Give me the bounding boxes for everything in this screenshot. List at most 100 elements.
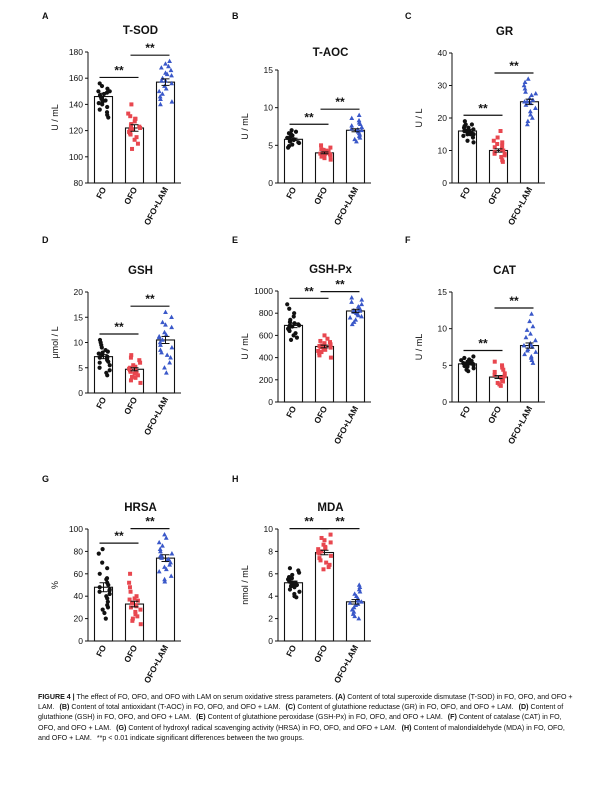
- data-point: [328, 553, 333, 558]
- data-point: [169, 72, 174, 78]
- significance-label: **: [145, 41, 155, 55]
- data-point: [500, 143, 505, 148]
- y-tick-label: 0: [442, 178, 447, 188]
- chart-panel-h: H MDA 0 2 4 6 8 10 nmol / mL FO OFO OFO+LAM ** **: [232, 474, 371, 685]
- caption-footnote: **p < 0.01 indicate significant differen…: [96, 733, 304, 742]
- x-tick-label: OFO+LAM: [332, 404, 360, 446]
- data-point: [156, 88, 162, 94]
- data-point: [105, 599, 110, 604]
- data-point: [525, 76, 531, 81]
- data-point: [156, 568, 162, 574]
- data-point: [97, 107, 102, 112]
- data-point: [292, 585, 297, 590]
- caption-item-e-letter: (E): [196, 713, 206, 722]
- data-point: [126, 111, 131, 116]
- data-point: [105, 349, 110, 354]
- data-point: [286, 131, 292, 136]
- data-point: [357, 121, 363, 127]
- significance-label: **: [478, 101, 488, 115]
- data-point: [128, 355, 133, 360]
- data-point: [522, 351, 527, 357]
- significance-label: **: [145, 515, 155, 529]
- data-point: [316, 550, 321, 555]
- y-tick-label: 100: [69, 524, 83, 534]
- y-axis-label: U / L: [414, 108, 424, 127]
- data-point: [500, 140, 505, 145]
- y-tick-label: 20: [74, 287, 84, 297]
- data-point: [528, 112, 533, 117]
- data-point: [138, 360, 143, 365]
- y-tick-label: 2: [268, 614, 273, 624]
- data-point: [297, 589, 302, 594]
- y-tick-label: 30: [438, 81, 448, 91]
- data-point: [328, 145, 333, 150]
- data-point: [102, 610, 107, 616]
- y-tick-label: 15: [264, 65, 274, 75]
- data-point: [157, 339, 163, 345]
- chart-title: GSH-Px: [309, 264, 352, 276]
- data-point: [522, 99, 527, 104]
- data-point: [359, 127, 365, 133]
- panel-letter: H: [232, 474, 239, 484]
- data-point: [138, 125, 143, 130]
- data-point: [130, 600, 135, 605]
- y-axis-label: U / mL: [240, 113, 250, 140]
- data-point: [163, 61, 168, 66]
- data-point: [501, 367, 506, 372]
- data-point: [522, 86, 528, 91]
- data-point: [492, 359, 497, 364]
- y-tick-label: 80: [74, 546, 84, 556]
- data-point: [466, 369, 471, 374]
- data-point: [465, 138, 470, 143]
- data-point: [529, 92, 534, 98]
- chart-title: GSH: [128, 265, 153, 277]
- data-point: [100, 560, 105, 565]
- chart-panel-b: B T-AOC 0 5 10 15 U / mL FO OFO OFO+LAM ** **: [232, 11, 371, 227]
- y-tick-label: 100: [69, 152, 83, 162]
- data-point: [158, 96, 163, 101]
- panel-letter: C: [405, 11, 412, 21]
- data-point: [130, 618, 135, 623]
- significance-label: **: [145, 292, 155, 306]
- data-point: [133, 364, 138, 369]
- data-point: [162, 564, 167, 569]
- caption-item-b-letter: (B): [59, 703, 70, 712]
- data-point: [128, 132, 133, 137]
- data-point: [159, 78, 164, 83]
- y-tick-label: 40: [74, 591, 84, 601]
- data-point: [97, 81, 102, 86]
- data-point: [168, 67, 174, 73]
- x-tick-label: OFO: [486, 404, 504, 425]
- x-tick-label: OFO+LAM: [332, 185, 360, 227]
- data-point: [105, 566, 110, 571]
- data-point: [323, 546, 328, 551]
- data-point: [134, 135, 139, 140]
- chart-title: MDA: [317, 502, 343, 514]
- data-point: [359, 124, 365, 130]
- data-point: [524, 327, 530, 332]
- data-point: [166, 63, 171, 69]
- data-point: [287, 566, 293, 571]
- data-point: [529, 311, 534, 316]
- y-tick-label: 10: [438, 324, 448, 334]
- data-point: [492, 151, 497, 156]
- y-tick-label: 80: [74, 178, 84, 188]
- data-point: [164, 352, 170, 357]
- data-point: [533, 91, 539, 96]
- y-axis-label: U / mL: [50, 104, 60, 131]
- data-point: [289, 576, 294, 581]
- data-point: [156, 539, 162, 545]
- data-point: [356, 112, 362, 117]
- data-point: [168, 573, 174, 578]
- data-point: [500, 159, 505, 164]
- data-point: [135, 614, 140, 619]
- chart-title: CAT: [493, 265, 516, 277]
- data-point: [349, 123, 355, 128]
- y-tick-label: 10: [438, 146, 448, 156]
- data-point: [462, 355, 467, 361]
- data-point: [96, 551, 101, 556]
- data-point: [492, 145, 497, 150]
- data-point: [107, 588, 112, 593]
- data-point: [316, 348, 321, 353]
- data-point: [495, 142, 500, 146]
